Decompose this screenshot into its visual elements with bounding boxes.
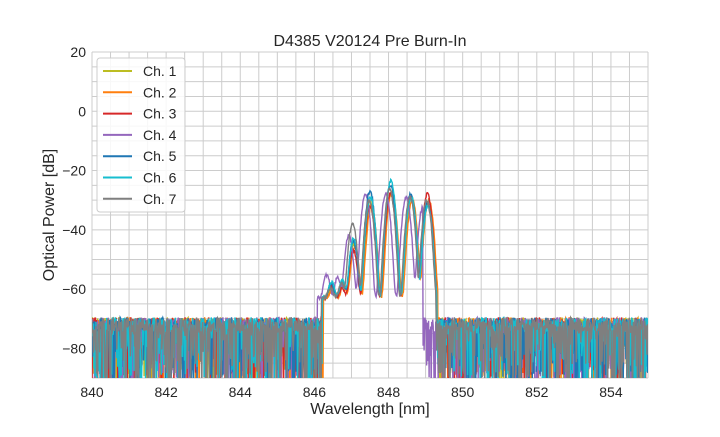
x-tick-label: 842 <box>154 384 178 400</box>
tick-labels: 840 842 844 846 848 850 852 854 −80 −60 −40 −20 0 20 <box>62 44 623 400</box>
legend-label: Ch. 2 <box>143 84 177 100</box>
y-tick-label: −80 <box>62 340 86 356</box>
x-tick-label: 844 <box>229 384 253 400</box>
legend-label: Ch. 6 <box>143 170 177 186</box>
legend: Ch. 1 Ch. 2 Ch. 3 Ch. 4 Ch. 5 Ch. 6 Ch. 7 <box>96 57 186 213</box>
y-tick-label: −40 <box>62 222 86 238</box>
chart-title: D4385 V20124 Pre Burn-In <box>273 33 466 50</box>
series-lines <box>92 177 648 378</box>
x-tick-label: 854 <box>599 384 623 400</box>
y-tick-label: 20 <box>70 44 86 60</box>
legend-label: Ch. 3 <box>143 106 177 122</box>
series-line-ch-6 <box>92 177 648 378</box>
x-tick-label: 848 <box>377 384 401 400</box>
x-tick-label: 840 <box>80 384 104 400</box>
x-tick-label: 850 <box>451 384 475 400</box>
legend-label: Ch. 1 <box>143 63 177 79</box>
legend-label: Ch. 4 <box>143 127 177 143</box>
series-line-ch-5 <box>92 184 648 378</box>
legend-label: Ch. 7 <box>143 191 177 207</box>
x-tick-label: 846 <box>303 384 327 400</box>
legend-label: Ch. 5 <box>143 148 177 164</box>
y-axis-label: Optical Power [dB] <box>41 149 58 282</box>
y-tick-label: −20 <box>62 163 86 179</box>
y-tick-label: 0 <box>78 103 86 119</box>
legend-box <box>96 57 186 213</box>
series-line-ch-7 <box>92 187 648 378</box>
x-tick-label: 852 <box>525 384 549 400</box>
y-tick-label: −60 <box>62 281 86 297</box>
x-axis-label: Wavelength [nm] <box>310 401 429 418</box>
